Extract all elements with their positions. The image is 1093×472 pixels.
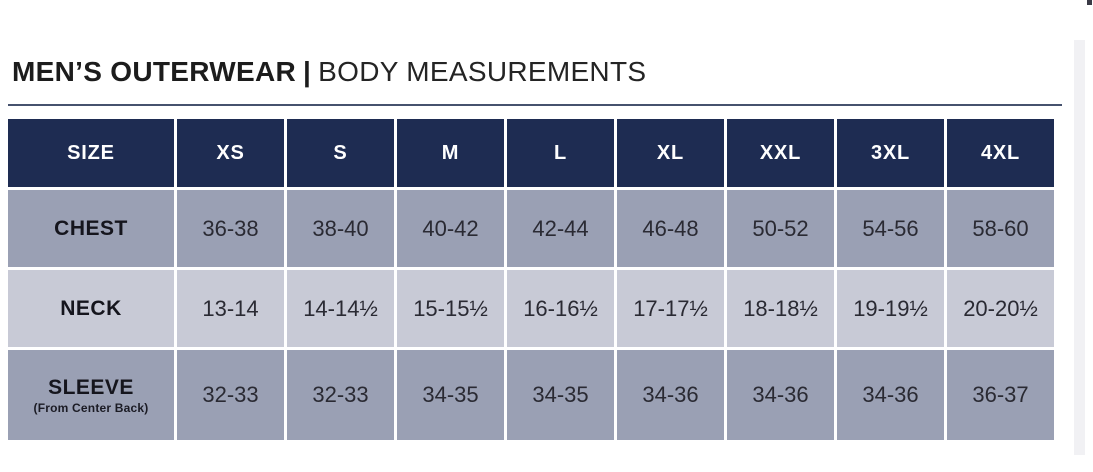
table-row-chest: CHEST 36-38 38-40 40-42 42-44 46-48 50-5… (8, 190, 1054, 267)
cell-sleeve-m: 34-35 (397, 350, 504, 440)
cell-neck-xs: 13-14 (177, 270, 284, 347)
top-right-artifact (1087, 0, 1092, 5)
header-cell-4xl: 4XL (947, 119, 1054, 187)
header-cell-size: SIZE (8, 119, 174, 187)
title-section: BODY MEASUREMENTS (318, 56, 647, 87)
title-separator: | (303, 56, 312, 87)
size-chart-table: SIZE XS S M L XL XXL 3XL 4XL CHEST 36-38… (5, 116, 1057, 443)
row-label-neck: NECK (8, 270, 174, 347)
header-row: SIZE XS S M L XL XXL 3XL 4XL (8, 119, 1054, 187)
cell-chest-xs: 36-38 (177, 190, 284, 267)
cell-chest-4xl: 58-60 (947, 190, 1054, 267)
header-cell-m: M (397, 119, 504, 187)
cell-sleeve-l: 34-35 (507, 350, 614, 440)
cell-chest-xxl: 50-52 (727, 190, 834, 267)
row-label-sleeve-note: (From Center Back) (33, 400, 149, 415)
cell-neck-4xl: 20-20½ (947, 270, 1054, 347)
header-cell-3xl: 3XL (837, 119, 944, 187)
cell-sleeve-xs: 32-33 (177, 350, 284, 440)
header-cell-s: S (287, 119, 394, 187)
table-row-sleeve: SLEEVE (From Center Back) 32-33 32-33 34… (8, 350, 1054, 440)
cell-chest-s: 38-40 (287, 190, 394, 267)
cell-sleeve-s: 32-33 (287, 350, 394, 440)
row-label-sleeve: SLEEVE (From Center Back) (8, 350, 174, 440)
cell-chest-xl: 46-48 (617, 190, 724, 267)
page-title: MEN’S OUTERWEAR | BODY MEASUREMENTS (12, 56, 646, 88)
cell-neck-xl: 17-17½ (617, 270, 724, 347)
cell-neck-l: 16-16½ (507, 270, 614, 347)
title-underline (8, 104, 1062, 106)
cell-sleeve-xl: 34-36 (617, 350, 724, 440)
table-row-neck: NECK 13-14 14-14½ 15-15½ 16-16½ 17-17½ 1… (8, 270, 1054, 347)
cell-sleeve-3xl: 34-36 (837, 350, 944, 440)
header-cell-l: L (507, 119, 614, 187)
cell-sleeve-xxl: 34-36 (727, 350, 834, 440)
right-edge-shadow (1074, 40, 1085, 455)
header-cell-xs: XS (177, 119, 284, 187)
cell-chest-l: 42-44 (507, 190, 614, 267)
cell-chest-m: 40-42 (397, 190, 504, 267)
cell-neck-3xl: 19-19½ (837, 270, 944, 347)
header-cell-xxl: XXL (727, 119, 834, 187)
row-label-chest: CHEST (8, 190, 174, 267)
cell-sleeve-4xl: 36-37 (947, 350, 1054, 440)
title-category: MEN’S OUTERWEAR (12, 56, 296, 87)
header-cell-xl: XL (617, 119, 724, 187)
cell-neck-s: 14-14½ (287, 270, 394, 347)
cell-neck-xxl: 18-18½ (727, 270, 834, 347)
cell-neck-m: 15-15½ (397, 270, 504, 347)
row-label-sleeve-text: SLEEVE (48, 375, 134, 399)
cell-chest-3xl: 54-56 (837, 190, 944, 267)
